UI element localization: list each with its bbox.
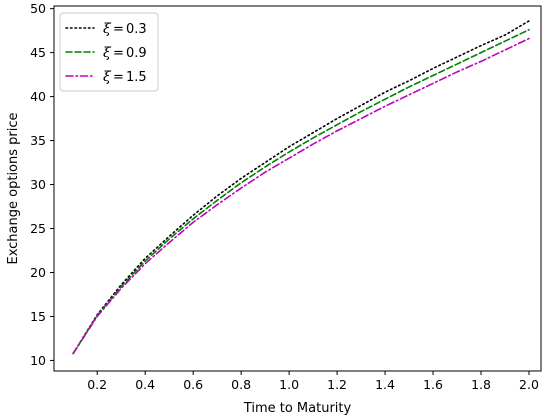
x-tick-label: 0.4 xyxy=(135,377,155,392)
legend-box xyxy=(59,12,159,92)
series-layer xyxy=(72,20,530,355)
y-tick-label: 25 xyxy=(30,221,46,236)
series-line-1 xyxy=(72,20,530,355)
legend-symbol: ξ xyxy=(103,69,112,85)
x-tick-label: 2.0 xyxy=(519,377,539,392)
legend: ξ = 0.3ξ = 0.9ξ = 1.5 xyxy=(59,12,159,92)
x-tick-label: 0.2 xyxy=(87,377,107,392)
x-tick-label: 0.8 xyxy=(231,377,251,392)
y-tick-label: 10 xyxy=(30,353,46,368)
x-tick-label: 1.6 xyxy=(423,377,443,392)
y-tick-label: 40 xyxy=(30,89,46,104)
x-tick-label: 0.6 xyxy=(183,377,203,392)
series-line-3 xyxy=(72,37,530,355)
x-tick-label: 1.8 xyxy=(471,377,491,392)
y-axis-label: Exchange options price xyxy=(6,112,21,264)
y-tick-label: 45 xyxy=(30,45,46,60)
x-axis-label: Time to Maturity xyxy=(243,401,352,416)
y-tick-label: 15 xyxy=(30,309,46,324)
legend-label-3: 1.5 xyxy=(126,70,147,85)
legend-symbol: ξ xyxy=(103,21,112,37)
x-axis-ticks: 0.2 0.4 0.6 0.8 1.0 1.2 1.4 1.6 1.8 2.0 xyxy=(87,371,539,392)
x-tick-label: 1.0 xyxy=(279,377,299,392)
legend-label-2: 0.9 xyxy=(126,46,147,61)
legend-operator: = xyxy=(113,22,124,37)
y-tick-label: 50 xyxy=(30,1,46,16)
y-tick-label: 20 xyxy=(30,265,46,280)
y-tick-label: 30 xyxy=(30,177,46,192)
legend-label-1: 0.3 xyxy=(126,22,147,37)
legend-operator: = xyxy=(113,70,124,85)
legend-operator: = xyxy=(113,46,124,61)
series-line-2 xyxy=(72,28,530,355)
legend-symbol: ξ xyxy=(103,45,112,61)
plot-frame xyxy=(53,5,542,372)
y-axis-ticks: 10 15 20 25 30 35 40 45 50 xyxy=(30,1,54,368)
y-tick-label: 35 xyxy=(30,133,46,148)
x-tick-label: 1.4 xyxy=(375,377,395,392)
x-tick-label: 1.2 xyxy=(327,377,347,392)
